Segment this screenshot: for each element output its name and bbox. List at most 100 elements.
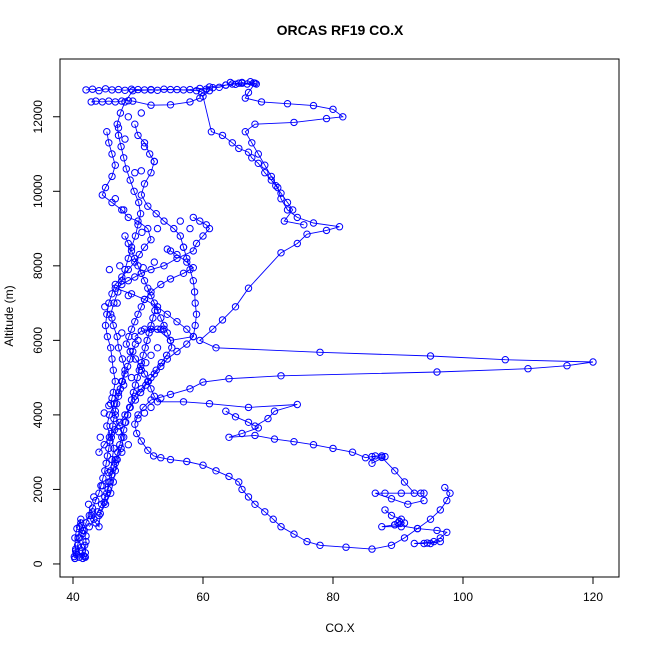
data-point bbox=[95, 523, 103, 531]
data-point bbox=[145, 329, 153, 337]
data-point bbox=[116, 422, 124, 430]
data-point bbox=[124, 213, 133, 222]
data-point bbox=[106, 478, 114, 486]
x-tick-label: 60 bbox=[196, 590, 210, 604]
data-point bbox=[186, 224, 194, 233]
data-point bbox=[131, 396, 140, 404]
data-point bbox=[108, 355, 116, 363]
x-tick-label: 100 bbox=[453, 590, 473, 604]
data-point bbox=[147, 169, 155, 177]
data-point bbox=[101, 303, 109, 311]
data-point bbox=[131, 318, 139, 326]
data-point bbox=[110, 444, 118, 453]
data-point bbox=[218, 316, 227, 324]
data-point bbox=[112, 455, 120, 464]
data-point bbox=[118, 206, 126, 214]
data-point bbox=[107, 433, 116, 441]
data-point bbox=[141, 344, 149, 352]
data-point bbox=[248, 154, 256, 162]
data-point bbox=[147, 351, 155, 359]
data-point bbox=[173, 318, 181, 326]
data-point bbox=[134, 414, 142, 423]
data-point bbox=[107, 344, 115, 352]
data-point bbox=[153, 344, 162, 352]
data-point bbox=[163, 329, 172, 337]
data-point bbox=[173, 254, 181, 263]
data-point bbox=[126, 347, 134, 356]
data-point bbox=[387, 541, 396, 549]
data-point bbox=[251, 120, 259, 128]
data-point bbox=[114, 392, 123, 400]
data-point bbox=[124, 239, 133, 248]
data-point bbox=[110, 426, 119, 434]
data-point bbox=[137, 191, 146, 199]
data-point bbox=[261, 508, 269, 516]
data-point bbox=[137, 437, 146, 445]
data-point bbox=[84, 500, 93, 508]
data-point bbox=[144, 377, 153, 386]
data-point bbox=[241, 128, 250, 136]
data-point bbox=[87, 511, 95, 520]
data-point bbox=[131, 169, 139, 177]
data-point bbox=[238, 485, 246, 494]
data-point bbox=[131, 340, 140, 348]
data-point bbox=[140, 142, 149, 151]
data-point bbox=[371, 489, 379, 497]
data-point bbox=[81, 541, 89, 549]
data-point bbox=[264, 414, 272, 423]
data-point bbox=[179, 398, 188, 406]
data-point bbox=[283, 206, 292, 214]
data-point bbox=[267, 176, 275, 184]
data-point bbox=[212, 344, 220, 352]
data-point bbox=[277, 195, 285, 203]
data-point bbox=[150, 299, 159, 307]
data-point bbox=[277, 523, 285, 531]
data-point bbox=[170, 224, 178, 233]
data-point bbox=[381, 506, 389, 514]
data-point bbox=[400, 478, 409, 486]
data-point bbox=[225, 472, 233, 481]
data-point bbox=[199, 461, 207, 469]
data-point bbox=[108, 394, 116, 402]
data-point bbox=[267, 172, 275, 181]
data-point bbox=[160, 217, 168, 225]
data-point bbox=[257, 98, 266, 106]
data-point bbox=[136, 210, 145, 218]
data-point bbox=[420, 496, 428, 505]
data-point bbox=[105, 411, 114, 419]
data-point bbox=[191, 321, 199, 330]
data-point bbox=[251, 431, 259, 440]
data-point bbox=[173, 250, 181, 259]
data-point bbox=[98, 482, 107, 490]
data-point bbox=[149, 452, 158, 460]
data-point bbox=[150, 392, 159, 400]
data-point bbox=[269, 515, 277, 523]
data-point bbox=[443, 528, 451, 536]
data-point bbox=[189, 277, 198, 285]
data-point bbox=[397, 489, 405, 497]
data-point bbox=[116, 109, 125, 117]
chart-title: ORCAS RF19 CO.X bbox=[277, 22, 404, 38]
data-point bbox=[135, 366, 144, 374]
data-point bbox=[111, 284, 120, 292]
data-point bbox=[441, 483, 449, 492]
y-tick-label: 12000 bbox=[31, 100, 45, 134]
data-point bbox=[423, 539, 431, 547]
data-point bbox=[189, 332, 198, 341]
data-point bbox=[443, 496, 451, 505]
data-point bbox=[127, 325, 136, 333]
axes: 40 60 80 100 120 0 2000 4000 6000 8000 10000 12000 bbox=[31, 100, 603, 604]
series-line bbox=[114, 217, 211, 341]
data-point bbox=[117, 142, 125, 151]
data-point bbox=[129, 87, 137, 95]
data-point bbox=[92, 496, 100, 505]
data-point bbox=[124, 97, 133, 105]
data-point bbox=[118, 448, 126, 456]
data-point bbox=[98, 191, 107, 199]
data-point bbox=[101, 321, 110, 330]
data-point bbox=[88, 508, 97, 516]
data-point bbox=[131, 120, 139, 128]
data-point bbox=[94, 508, 102, 516]
data-point bbox=[140, 180, 149, 188]
data-point bbox=[134, 217, 142, 225]
